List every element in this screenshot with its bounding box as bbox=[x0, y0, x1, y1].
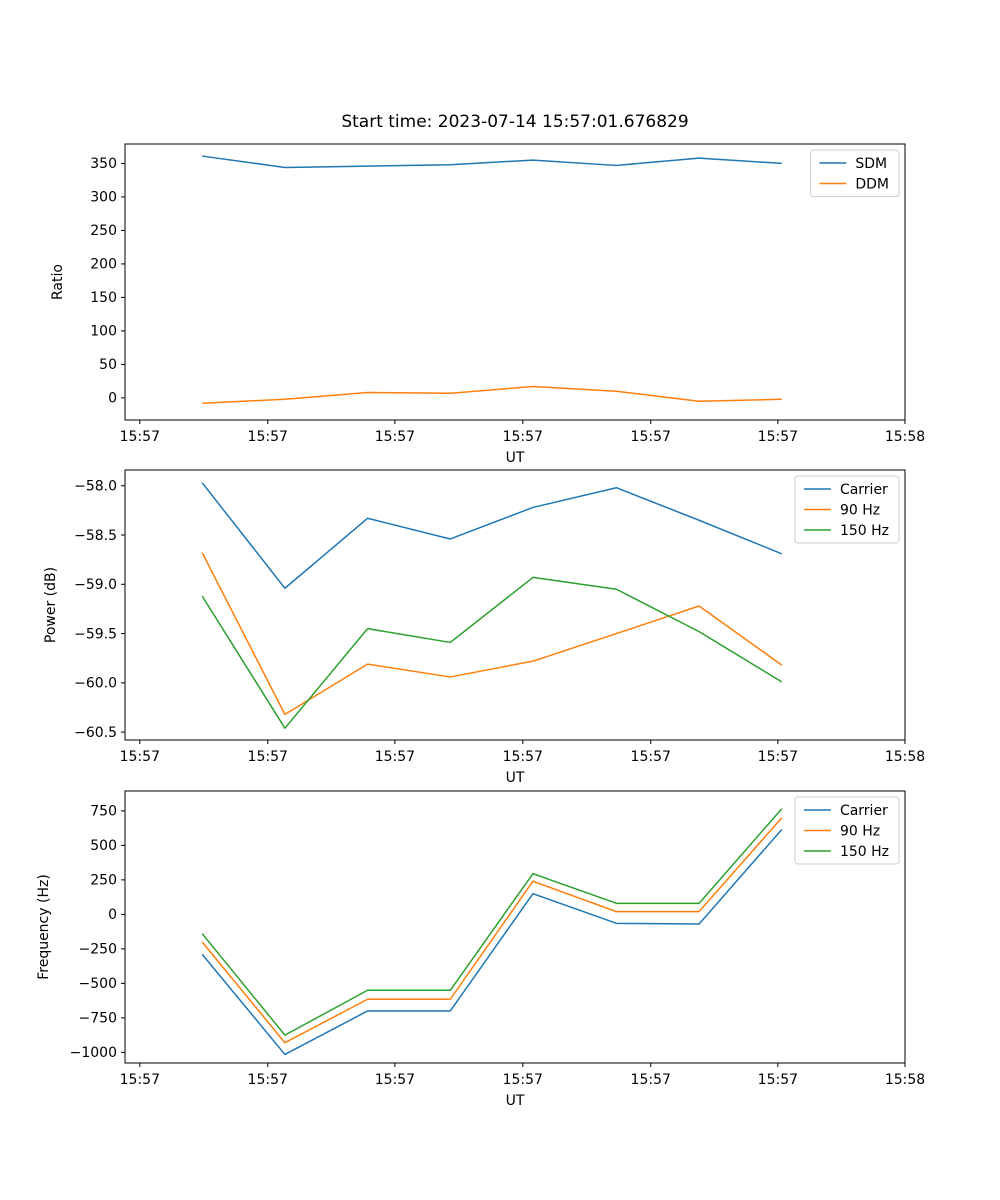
x-tick-label: 15:57 bbox=[375, 749, 415, 765]
frequency-legend: Carrier 90 Hz 150 Hz bbox=[794, 796, 900, 865]
y-tick-label: −58.5 bbox=[74, 528, 117, 544]
legend-box bbox=[794, 796, 900, 865]
x-tick-label: 15:57 bbox=[631, 429, 671, 445]
frequency-y-axis-label: Frequency (Hz) bbox=[36, 874, 52, 980]
x-tick-label: 15:57 bbox=[248, 749, 288, 765]
ddm-line bbox=[202, 385, 782, 405]
legend-label-carrier: Carrier bbox=[840, 803, 888, 819]
y-tick-label: −500 bbox=[79, 976, 117, 992]
power-legend: Carrier 90 Hz 150 Hz bbox=[794, 475, 900, 544]
y-tick-label: 150 bbox=[90, 290, 117, 306]
y-tick-label: −250 bbox=[79, 942, 117, 958]
sdm-line bbox=[202, 155, 782, 169]
y-tick-label: −59.5 bbox=[74, 626, 117, 642]
frequency-x-axis-label: UT bbox=[506, 1093, 525, 1109]
y-tick-label: −1000 bbox=[70, 1045, 117, 1061]
ratio-plot: 350 300 250 200 150 100 50 0 15:57 15:57 15:57 15:5… bbox=[50, 143, 925, 466]
frequency-plot-frame bbox=[124, 790, 906, 1064]
y-tick-label: −58.0 bbox=[74, 479, 117, 495]
legend-label-ddm: DDM bbox=[855, 176, 889, 192]
90-hz-line bbox=[201, 552, 783, 716]
x-tick-label: 15:57 bbox=[503, 429, 543, 445]
power-y-axis-label: Power (dB) bbox=[43, 567, 59, 643]
x-tick-label: 15:57 bbox=[758, 429, 798, 445]
legend-label-90-hz: 90 Hz bbox=[840, 502, 880, 518]
90-hz-line bbox=[201, 817, 783, 1044]
legend-label-carrier: Carrier bbox=[840, 482, 888, 498]
x-tick-label: 15:57 bbox=[120, 429, 160, 445]
x-tick-label: 15:58 bbox=[885, 749, 925, 765]
carrier-line bbox=[201, 829, 783, 1056]
x-tick-label: 15:57 bbox=[248, 429, 288, 445]
legend-label-150-hz: 150 Hz bbox=[840, 844, 889, 860]
ratio-y-axis-label: Ratio bbox=[50, 264, 66, 300]
ratio-x-axis-label: UT bbox=[506, 450, 525, 466]
y-tick-label: 100 bbox=[90, 324, 117, 340]
power-plot-frame bbox=[124, 469, 906, 741]
y-tick-label: −60.0 bbox=[74, 676, 117, 692]
y-tick-label: 0 bbox=[108, 391, 117, 407]
x-tick-label: 15:57 bbox=[503, 1072, 543, 1088]
x-tick-label: 15:57 bbox=[758, 1072, 798, 1088]
x-tick-label: 15:57 bbox=[758, 749, 798, 765]
150-hz-line bbox=[201, 808, 783, 1036]
x-tick-label: 15:57 bbox=[120, 1072, 160, 1088]
x-tick-label: 15:57 bbox=[631, 1072, 671, 1088]
y-tick-label: 750 bbox=[90, 804, 117, 820]
y-tick-label: 350 bbox=[90, 156, 117, 172]
y-tick-label: 0 bbox=[108, 907, 117, 923]
150-hz-line bbox=[201, 576, 783, 729]
carrier-line bbox=[201, 482, 783, 589]
y-tick-label: 300 bbox=[90, 190, 117, 206]
legend-label-150-hz: 150 Hz bbox=[840, 523, 889, 539]
x-tick-label: 15:58 bbox=[885, 429, 925, 445]
legend-label-sdm: SDM bbox=[855, 156, 887, 172]
x-tick-label: 15:57 bbox=[503, 749, 543, 765]
y-tick-label: 250 bbox=[90, 223, 117, 239]
legend-box bbox=[809, 149, 900, 197]
x-tick-label: 15:58 bbox=[885, 1072, 925, 1088]
y-tick-label: −750 bbox=[79, 1011, 117, 1027]
y-tick-label: −60.5 bbox=[74, 725, 117, 741]
x-tick-label: 15:57 bbox=[375, 429, 415, 445]
x-tick-label: 15:57 bbox=[375, 1072, 415, 1088]
legend-label-90-hz: 90 Hz bbox=[840, 823, 880, 839]
x-tick-label: 15:57 bbox=[248, 1072, 288, 1088]
ratio-plot-frame bbox=[124, 143, 906, 421]
y-tick-label: −59.0 bbox=[74, 577, 117, 593]
ratio-legend: SDM DDM bbox=[809, 149, 900, 197]
y-tick-label: 250 bbox=[90, 873, 117, 889]
x-tick-label: 15:57 bbox=[120, 749, 160, 765]
figure-title: Start time: 2023-07-14 15:57:01.676829 bbox=[341, 112, 689, 132]
y-tick-label: 200 bbox=[90, 257, 117, 273]
x-tick-label: 15:57 bbox=[631, 749, 671, 765]
power-x-axis-label: UT bbox=[506, 770, 525, 786]
power-plot: −58.0−58.5−59.0−59.5−60.0−60.515:57 15:57… bbox=[43, 469, 925, 786]
y-tick-label: 500 bbox=[90, 838, 117, 854]
legend-box bbox=[794, 475, 900, 544]
y-tick-label: 50 bbox=[99, 357, 117, 373]
